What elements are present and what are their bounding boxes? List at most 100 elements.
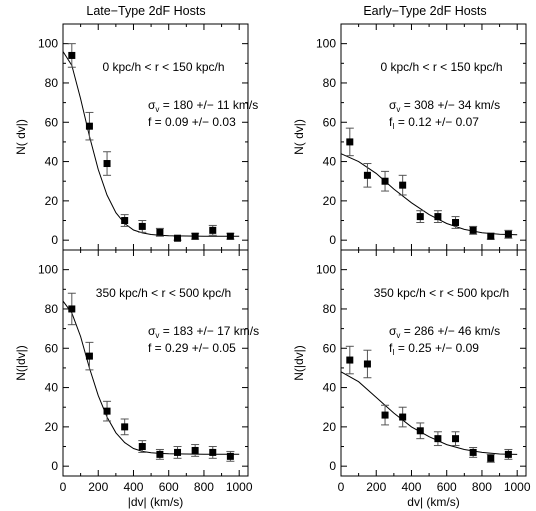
data-point — [416, 213, 424, 221]
x-tick-label: 800 — [194, 480, 214, 494]
y-tick-label: 40 — [45, 381, 59, 395]
data-point — [191, 446, 199, 454]
y-tick-label: 100 — [316, 37, 336, 51]
y-tick-label: 80 — [323, 76, 337, 90]
x-tick-label: 1000 — [226, 480, 253, 494]
annotation-range: 0 kpc/h < r < 150 kpc/h — [380, 60, 502, 74]
column-title-early: Early−Type 2dF Hosts — [363, 4, 486, 18]
data-point — [226, 232, 234, 240]
x-tick-label: 400 — [401, 480, 421, 494]
data-point — [68, 51, 76, 59]
data-point — [434, 213, 442, 221]
sigma-symbol: σ — [148, 324, 156, 338]
y-tick-label: 0 — [51, 459, 58, 473]
panels-group: 0 20 40 60 80 100 N( dv|) 0 kpc/h < r < 150 kpc… — [14, 23, 531, 509]
data-point — [138, 222, 146, 230]
sigma-value: = 286 +/− 46 km/s — [400, 324, 500, 338]
y-axis-label: N( dv|) — [292, 119, 306, 155]
annotation-fraction: f = 0.09 +/− 0.03 — [148, 115, 236, 129]
y-tick-label: 40 — [45, 155, 59, 169]
data-point — [68, 305, 76, 313]
data-point — [121, 423, 129, 431]
sigma-symbol: σ — [148, 98, 156, 112]
sigma-subscript: v — [155, 331, 159, 340]
x-tick-label: 200 — [366, 480, 386, 494]
y-tick-label: 20 — [323, 420, 337, 434]
y-tick-label: 0 — [329, 233, 336, 247]
data-point — [469, 226, 477, 234]
fraction-subscript: I — [392, 122, 394, 131]
data-point — [103, 160, 111, 168]
data-point — [209, 226, 217, 234]
x-tick-label: 0 — [338, 480, 345, 494]
y-tick-label: 100 — [38, 37, 58, 51]
y-tick-label: 80 — [323, 302, 337, 316]
data-point — [174, 448, 182, 456]
y-tick-label: 60 — [323, 115, 337, 129]
data-point — [381, 177, 389, 185]
data-point — [381, 411, 389, 419]
annotation-fraction: fI = 0.25 +/− 0.09 — [389, 341, 479, 357]
fraction-value: = 0.12 +/− 0.07 — [395, 115, 480, 129]
x-axis-label: dv| (km/s) — [407, 495, 459, 509]
y-tick-label: 0 — [329, 459, 336, 473]
y-axis-label: N(|dv|) — [292, 345, 306, 381]
annotation-sigma: σv = 180 +/− 11 km/s — [148, 98, 258, 114]
fit-curve — [62, 51, 240, 237]
fraction-symbol: f — [389, 115, 393, 129]
panel-1: 0 20 40 60 80 100 N( dv|) 0 kpc/h < r < 150 kpc… — [292, 23, 527, 251]
sigma-symbol: σ — [389, 98, 397, 112]
annotation-sigma: σv = 308 +/− 34 km/s — [389, 98, 500, 114]
x-tick-label: 800 — [472, 480, 492, 494]
data-point — [452, 218, 460, 226]
panel-frame — [62, 249, 249, 477]
data-point — [121, 217, 129, 225]
panel-frame — [340, 23, 527, 251]
panel-0: 0 20 40 60 80 100 N( dv|) 0 kpc/h < r < 150 kpc… — [14, 23, 258, 251]
data-point — [174, 234, 182, 242]
x-tick-label: 600 — [159, 480, 179, 494]
sigma-subscript: v — [155, 105, 159, 114]
y-tick-label: 80 — [45, 76, 59, 90]
data-point — [103, 407, 111, 415]
data-point — [363, 171, 371, 179]
data-point — [191, 232, 199, 240]
y-tick-label: 60 — [45, 115, 59, 129]
x-tick-label: 400 — [123, 480, 143, 494]
y-axis-label: N( dv|) — [14, 119, 28, 155]
y-tick-label: 80 — [45, 302, 59, 316]
sigma-value: = 180 +/− 11 km/s — [159, 98, 258, 112]
y-axis-label: N(|dv|) — [14, 345, 28, 381]
y-tick-label: 60 — [323, 341, 337, 355]
x-tick-label: 200 — [88, 480, 108, 494]
data-point — [399, 181, 407, 189]
x-tick-label: 1000 — [504, 480, 531, 494]
x-tick-label: 600 — [437, 480, 457, 494]
y-tick-label: 100 — [38, 263, 58, 277]
data-point — [346, 356, 354, 364]
annotation-range: 350 kpc/h < r < 500 kpc/h — [374, 286, 509, 300]
data-point — [504, 230, 512, 238]
data-point — [452, 435, 460, 443]
y-tick-label: 60 — [45, 341, 59, 355]
data-point — [156, 228, 164, 236]
data-point — [487, 232, 495, 240]
sigma-subscript: v — [396, 331, 400, 340]
data-point — [469, 448, 477, 456]
data-point — [209, 448, 217, 456]
data-point — [416, 427, 424, 435]
fraction-symbol: f — [389, 341, 393, 355]
data-point — [363, 360, 371, 368]
panel-frame — [340, 249, 527, 477]
y-tick-label: 100 — [316, 263, 336, 277]
data-point — [138, 443, 146, 451]
data-point — [399, 413, 407, 421]
y-tick-label: 20 — [45, 420, 59, 434]
y-tick-label: 40 — [323, 155, 337, 169]
column-title-late: Late−Type 2dF Hosts — [86, 4, 205, 18]
fraction-subscript: I — [392, 348, 394, 357]
y-tick-label: 20 — [323, 194, 337, 208]
